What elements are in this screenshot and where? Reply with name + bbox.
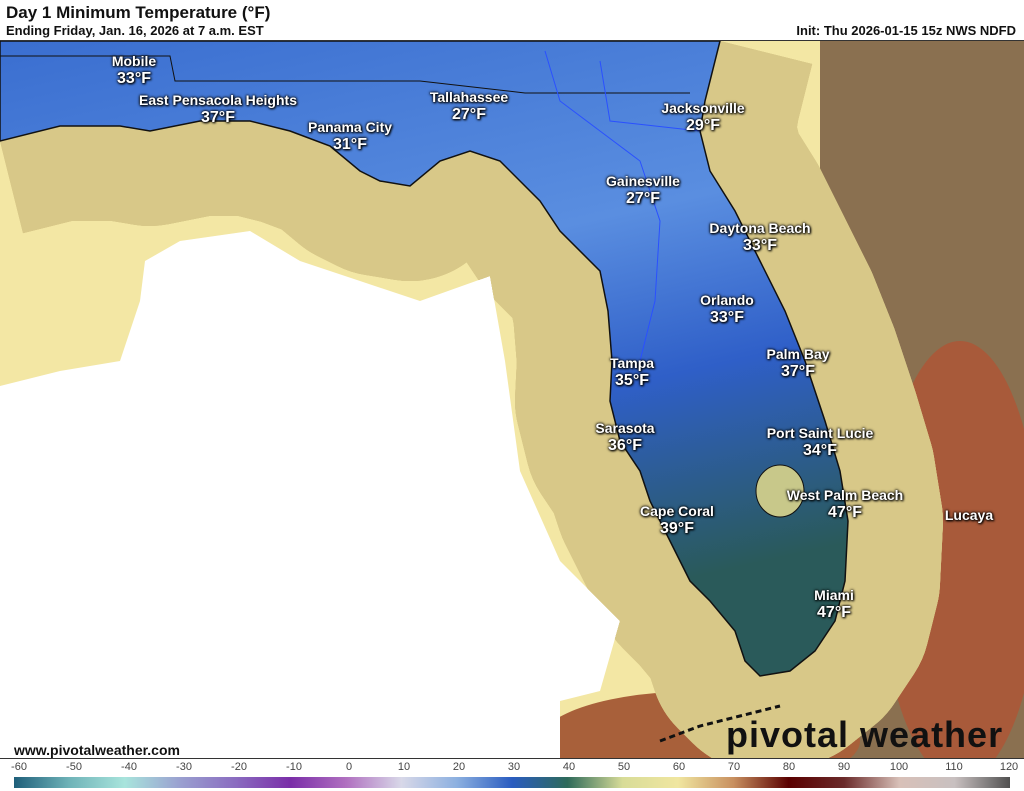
city-temperature: 37°F xyxy=(781,363,815,380)
map-title: Day 1 Minimum Temperature (°F) xyxy=(6,3,271,22)
city-temperature: 33°F xyxy=(710,309,744,326)
city-temperature: 27°F xyxy=(452,106,486,123)
city-name: Port Saint Lucie xyxy=(766,425,874,441)
city-label: Gainesville 27°F xyxy=(606,173,680,207)
city-temperature: 34°F xyxy=(803,442,837,459)
colorbar-tick: 10 xyxy=(397,761,411,773)
city-name: Panama City xyxy=(307,119,393,135)
map-graphic xyxy=(0,40,1024,758)
city-name: Miami xyxy=(814,587,854,603)
city-label: Mobile 33°F xyxy=(112,53,156,87)
colorbar-tick: 80 xyxy=(782,761,796,773)
city-name: Tallahassee xyxy=(429,89,509,105)
city-name: Lucaya xyxy=(944,507,994,523)
city-name: Mobile xyxy=(111,53,157,69)
city-name: Sarasota xyxy=(595,420,655,436)
colorbar-tick: 30 xyxy=(507,761,521,773)
colorbar-tick: 70 xyxy=(727,761,741,773)
city-label: Daytona Beach 33°F xyxy=(709,220,810,254)
city-label: Orlando 33°F xyxy=(700,292,754,326)
colorbar-tick: 0 xyxy=(345,761,353,773)
colorbar-tick: -40 xyxy=(121,761,137,773)
rivers xyxy=(544,50,701,362)
city-label: Miami 47°F xyxy=(814,587,854,621)
city-label: Tampa 35°F xyxy=(610,355,654,389)
colorbar-tick: -30 xyxy=(176,761,192,773)
lake-okeechobee xyxy=(755,464,805,518)
colorbar-tick: 100 xyxy=(889,761,909,773)
city-name: Cape Coral xyxy=(640,503,714,519)
city-name: Jacksonville xyxy=(661,100,745,116)
temperature-map[interactable] xyxy=(0,40,1024,759)
city-name: Gainesville xyxy=(606,173,680,189)
city-name: Orlando xyxy=(700,292,754,308)
city-temperature: 29°F xyxy=(686,117,720,134)
state-border xyxy=(0,55,690,94)
city-temperature: 47°F xyxy=(828,504,862,521)
city-name: Tampa xyxy=(609,355,655,371)
colorbar-tick: 110 xyxy=(945,761,963,773)
city-label: Port Saint Lucie 34°F xyxy=(767,425,874,459)
city-temperature: 35°F xyxy=(615,372,649,389)
city-label: Cape Coral 39°F xyxy=(640,503,714,537)
city-label: Tallahassee 27°F xyxy=(430,89,508,123)
city-temperature: 39°F xyxy=(660,520,694,537)
city-name: Palm Bay xyxy=(766,346,830,362)
city-label: Palm Bay 37°F xyxy=(766,346,829,380)
temperature-colorbar xyxy=(14,777,1010,788)
colorbar-tick: -20 xyxy=(231,761,247,773)
colorbar-tick: -10 xyxy=(286,761,302,773)
city-temperature: 37°F xyxy=(201,109,235,126)
city-label: Lucaya xyxy=(945,507,993,524)
land-area xyxy=(0,40,849,677)
colorbar-tick: 40 xyxy=(562,761,576,773)
colorbar-tick: -60 xyxy=(11,761,27,773)
city-temperature: 33°F xyxy=(743,237,777,254)
colorbar-tick: 120 xyxy=(999,761,1019,773)
colorbar-tick: 90 xyxy=(837,761,851,773)
city-label: Sarasota 36°F xyxy=(595,420,654,454)
city-temperature: 31°F xyxy=(333,136,367,153)
city-temperature: 27°F xyxy=(626,190,660,207)
city-temperature: 36°F xyxy=(608,437,642,454)
colorbar-tick: -50 xyxy=(66,761,82,773)
keys xyxy=(659,704,781,743)
city-label: East Pensacola Heights 37°F xyxy=(139,92,297,126)
city-label: Jacksonville 29°F xyxy=(661,100,744,134)
colorbar-tick: 20 xyxy=(452,761,466,773)
colorbar-tick: 60 xyxy=(672,761,686,773)
colorbar-tick: 50 xyxy=(617,761,631,773)
pivotal-weather-logo: pivotal weather xyxy=(726,714,1004,755)
city-name: East Pensacola Heights xyxy=(139,92,297,108)
map-subtitle: Ending Friday, Jan. 16, 2026 at 7 a.m. E… xyxy=(6,23,264,38)
city-temperature: 33°F xyxy=(117,70,151,87)
init-time: Init: Thu 2026-01-15 15z NWS NDFD xyxy=(796,23,1016,38)
city-label: Panama City 31°F xyxy=(308,119,392,153)
city-temperature: 47°F xyxy=(817,604,851,621)
city-label: West Palm Beach 47°F xyxy=(787,487,903,521)
website-url[interactable]: www.pivotalweather.com xyxy=(14,742,180,758)
city-name: Daytona Beach xyxy=(709,220,811,236)
city-name: West Palm Beach xyxy=(786,487,904,503)
